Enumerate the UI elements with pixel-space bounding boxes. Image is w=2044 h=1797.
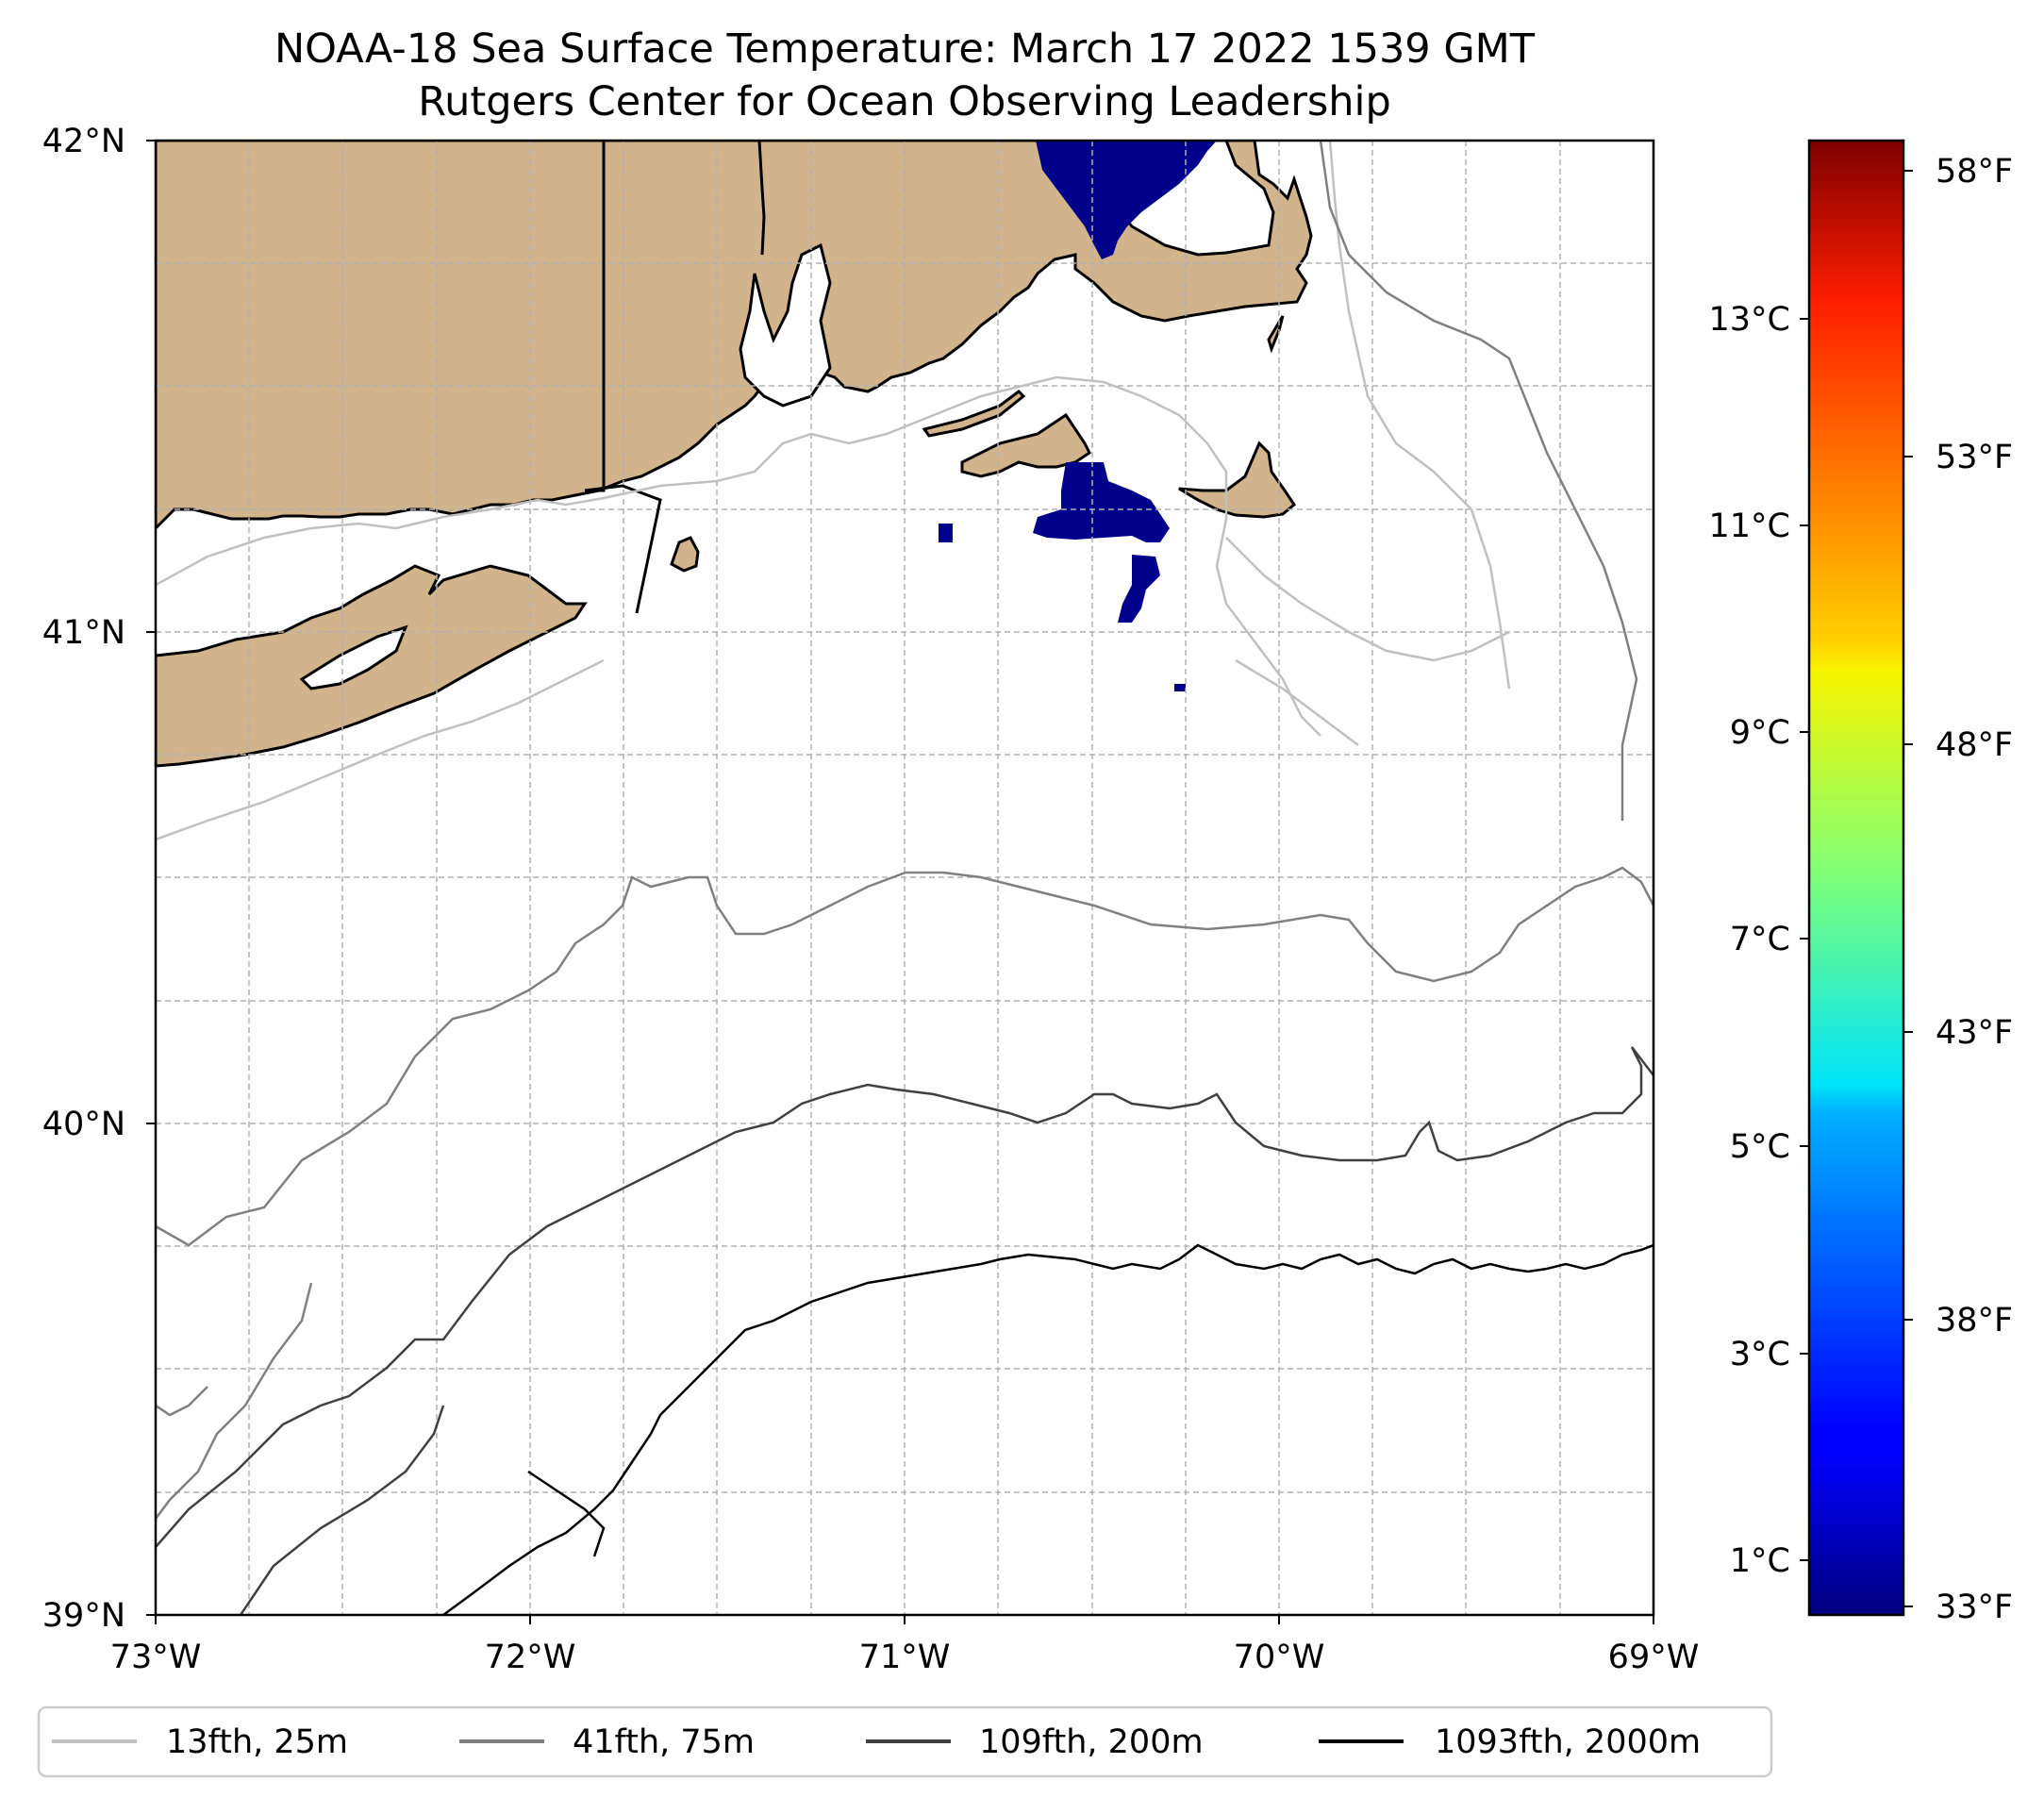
legend-label: 41fth, 75m xyxy=(573,1723,755,1761)
legend-label: 13fth, 25m xyxy=(166,1723,348,1761)
colorbar: 1°C 3°C 5°C 7°C 9°C 11°C 13°C 33°F 38°F … xyxy=(1709,141,2014,1626)
fahrenheit-tick-label: 38°F xyxy=(1936,1302,2013,1339)
x-tick-label: 73°W xyxy=(110,1639,202,1676)
colorbar-gradient xyxy=(1809,141,1903,1615)
x-tick-label: 72°W xyxy=(485,1639,576,1676)
x-tick-label: 71°W xyxy=(859,1639,951,1676)
map-area xyxy=(156,141,1653,1615)
title-line-1: NOAA-18 Sea Surface Temperature: March 1… xyxy=(274,25,1536,73)
fahrenheit-tick-label: 58°F xyxy=(1936,153,2013,191)
fahrenheit-tick-label: 43°F xyxy=(1936,1014,2013,1052)
sst-figure: NOAA-18 Sea Surface Temperature: March 1… xyxy=(0,0,2044,1797)
y-tick-label: 40°N xyxy=(42,1106,125,1143)
x-tick-label: 69°W xyxy=(1608,1639,1700,1676)
y-axis-labels: 39°N 40°N 41°N 42°N xyxy=(42,123,125,1635)
celsius-tick-label: 7°C xyxy=(1730,921,1790,958)
celsius-tick-label: 3°C xyxy=(1730,1336,1790,1373)
y-tick-label: 41°N xyxy=(42,614,125,652)
legend-label: 109fth, 200m xyxy=(979,1723,1204,1761)
celsius-tick-label: 1°C xyxy=(1730,1542,1790,1580)
celsius-tick-label: 11°C xyxy=(1709,507,1790,545)
celsius-tick-label: 13°C xyxy=(1709,301,1790,339)
x-tick-label: 70°W xyxy=(1234,1639,1325,1676)
y-tick-label: 42°N xyxy=(42,123,125,160)
title-line-2: Rutgers Center for Ocean Observing Leade… xyxy=(418,78,1391,125)
celsius-tick-label: 9°C xyxy=(1730,714,1790,752)
fahrenheit-tick-label: 48°F xyxy=(1936,726,2013,764)
fahrenheit-tick-label: 33°F xyxy=(1936,1589,2013,1626)
celsius-tick-label: 5°C xyxy=(1730,1128,1790,1166)
legend: 13fth, 25m 41fth, 75m 109fth, 200m 1093f… xyxy=(39,1707,1771,1776)
x-axis-labels: 73°W 72°W 71°W 70°W 69°W xyxy=(110,1639,1700,1676)
legend-label: 1093fth, 2000m xyxy=(1435,1723,1701,1761)
fahrenheit-tick-label: 53°F xyxy=(1936,439,2013,476)
y-tick-label: 39°N xyxy=(42,1597,125,1635)
